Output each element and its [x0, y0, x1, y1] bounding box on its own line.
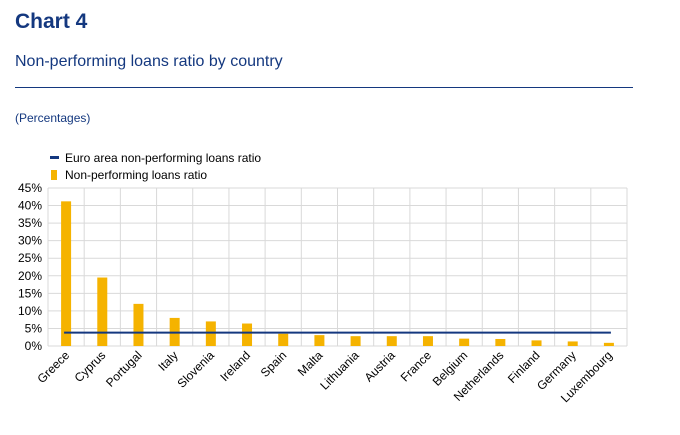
x-tick-label: Slovenia	[175, 348, 218, 391]
y-tick-label: 5%	[25, 321, 43, 335]
y-tick-label: 30%	[18, 234, 42, 248]
legend-bar-swatch	[51, 169, 57, 180]
x-tick-label: Lithuania	[317, 348, 362, 393]
bar	[350, 336, 361, 346]
legend-bar-label: Non-performing loans ratio	[65, 167, 208, 182]
bar	[278, 333, 289, 346]
legend: Euro area non-performing loans ratio Non…	[48, 149, 261, 183]
bar	[459, 338, 470, 346]
bar	[133, 303, 144, 346]
x-tick-label: Greece	[34, 348, 72, 386]
bar	[314, 335, 325, 346]
bar	[422, 336, 433, 346]
x-tick-label: Malta	[295, 348, 326, 379]
y-tick-label: 20%	[18, 269, 42, 283]
units-label: (Percentages)	[15, 111, 91, 125]
bar	[61, 201, 72, 346]
y-tick-label: 40%	[18, 199, 42, 213]
bar	[531, 340, 542, 346]
y-tick-label: 25%	[18, 251, 42, 265]
legend-line-swatch	[50, 156, 59, 159]
y-tick-label: 35%	[18, 216, 42, 230]
x-tick-label: Austria	[362, 348, 399, 385]
legend-item-line: Euro area non-performing loans ratio	[48, 149, 261, 166]
chart-subtitle: Non-performing loans ratio by country	[15, 53, 283, 70]
y-tick-label: 10%	[18, 304, 42, 318]
bar	[603, 342, 614, 346]
bar	[495, 338, 506, 346]
legend-item-bar: Non-performing loans ratio	[48, 166, 261, 183]
legend-line-label: Euro area non-performing loans ratio	[65, 150, 262, 165]
x-tick-label: Italy	[155, 348, 180, 373]
y-tick-label: 0%	[25, 339, 43, 353]
bar	[205, 321, 216, 346]
y-tick-label: 15%	[18, 286, 42, 300]
grid-layer	[47, 187, 628, 347]
chart-title: Chart 4	[15, 10, 88, 33]
y-tick-label: 45%	[18, 181, 42, 195]
bar	[567, 341, 578, 346]
x-tick-label: Ireland	[217, 348, 253, 384]
x-tick-label: Spain	[258, 348, 290, 380]
y-axis: 0% 5% 10% 15% 20% 25% 30% 35% 40% 45%	[18, 181, 42, 353]
title-divider	[15, 87, 633, 88]
bar	[386, 336, 397, 346]
x-tick-label: Portugal	[103, 348, 145, 390]
bar	[97, 277, 108, 346]
bar	[242, 323, 253, 346]
